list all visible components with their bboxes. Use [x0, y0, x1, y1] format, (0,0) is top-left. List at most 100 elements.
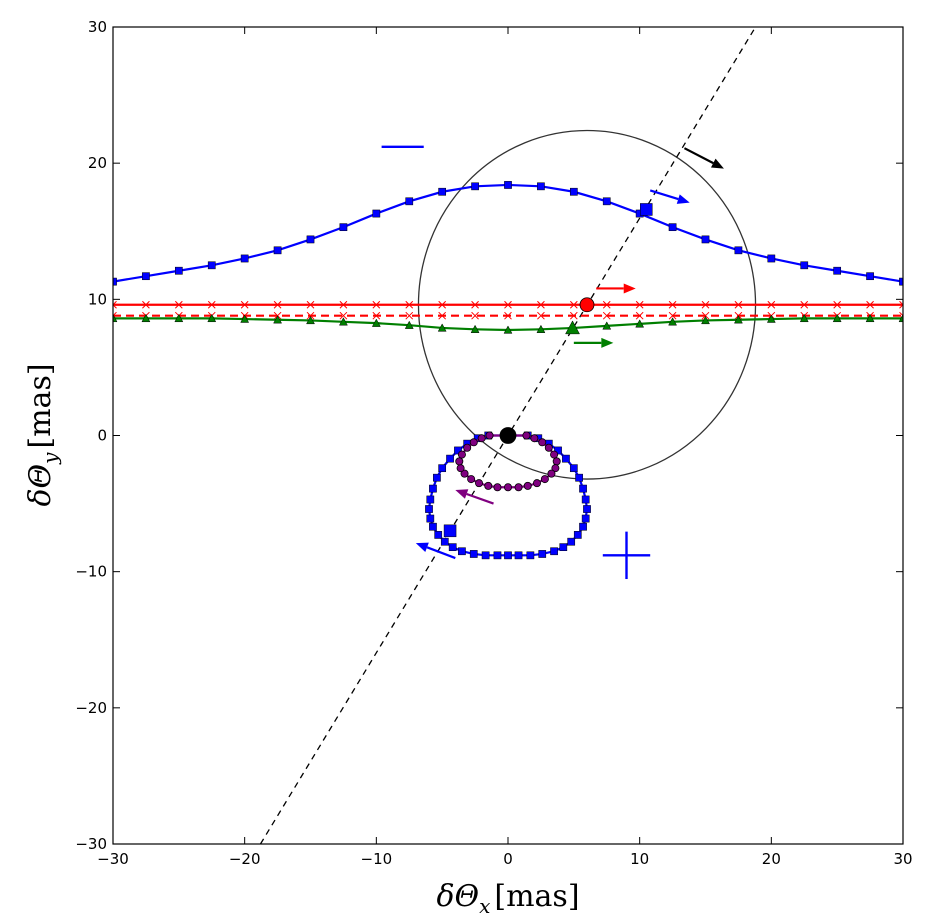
x-tick-label-0: −30	[97, 850, 129, 868]
y-axis-label-sub: y	[38, 452, 62, 465]
point-red_solid-22-stroke-b	[833, 300, 842, 309]
point-purple-19	[455, 457, 464, 466]
y-tick-label-3: 0	[97, 427, 107, 445]
point-blue_upper-3	[207, 261, 216, 270]
arrow-blue-lower-shaft	[426, 546, 456, 560]
point-red_dashed-8	[372, 311, 381, 320]
point-red_solid-22	[833, 300, 842, 309]
point-blue_lower-17	[526, 551, 535, 560]
point-red_dashed-13-stroke-b	[537, 311, 545, 320]
special-point-image-green	[565, 320, 580, 335]
point-red_solid-7	[339, 300, 348, 309]
point-red_solid-6-stroke-b	[306, 300, 315, 309]
point-green-22	[832, 313, 842, 323]
point-green-19	[733, 315, 743, 324]
point-purple-24	[485, 431, 494, 440]
arrow-blue-lower	[415, 542, 456, 560]
point-red_solid-10-stroke-b	[438, 300, 447, 309]
arrow-blue-upper-head	[676, 194, 690, 204]
point-blue_upper-13	[537, 182, 545, 191]
point-green-20	[766, 314, 776, 323]
point-green-8	[371, 318, 381, 327]
arrow-black-head	[710, 158, 724, 169]
arrow-green-head	[601, 337, 614, 348]
arrow-blue-lower-head	[415, 542, 429, 553]
point-red_solid-0-stroke-a	[113, 304, 117, 309]
x-axis-label: δΘx [mas]	[436, 879, 579, 918]
point-red_solid-12-stroke-b	[504, 300, 512, 309]
point-green-10	[437, 323, 447, 332]
point-blue_upper-23	[866, 272, 874, 281]
point-red_solid-9	[405, 300, 414, 309]
point-red_solid-7-stroke-b	[339, 300, 348, 309]
point-blue_lower-18	[514, 551, 523, 560]
point-red_solid-3	[207, 300, 216, 309]
point-blue_lower-24	[448, 543, 457, 552]
point-red_solid-21-stroke-b	[800, 300, 809, 309]
point-green-18	[701, 315, 710, 325]
point-blue_upper-5	[273, 246, 282, 255]
point-green-16	[635, 319, 645, 328]
point-blue_upper-10	[438, 187, 447, 196]
point-red_solid-12	[504, 300, 512, 309]
point-blue_upper-24	[899, 277, 903, 286]
point-red_dashed-8-stroke-b	[372, 311, 381, 320]
point-blue_lower-10	[581, 514, 590, 523]
point-blue_lower-13	[567, 537, 576, 546]
point-green-23	[865, 313, 875, 323]
point-blue_lower-33	[438, 464, 447, 473]
point-purple-1	[530, 434, 539, 443]
x-tick-label-2: −10	[361, 850, 393, 868]
point-purple-18	[456, 464, 465, 473]
point-red_solid-19-stroke-b	[734, 300, 743, 309]
point-red_dashed-17-stroke-b	[668, 311, 677, 320]
point-purple-5	[552, 457, 561, 466]
point-purple-21	[463, 443, 472, 452]
point-blue_lower-9	[583, 505, 591, 513]
point-red_dashed-17	[668, 311, 677, 320]
arrow-blue-upper	[649, 189, 690, 204]
point-green-6	[306, 315, 315, 325]
series-line-blue_lower	[427, 434, 589, 557]
x-axis-label-sub: x	[479, 894, 490, 918]
tick-layer: −30 −20 −10 0 10 20 30 −30 −20 −10 0 10 20 30	[75, 18, 912, 868]
point-red_dashed-11-stroke-b	[471, 311, 479, 320]
point-blue_upper-14	[569, 187, 578, 196]
point-red_solid-4	[240, 300, 249, 309]
point-red_solid-10	[438, 300, 447, 309]
point-red_solid-2	[174, 300, 183, 309]
point-red_dashed-6-stroke-b	[306, 311, 315, 320]
arrow-green	[573, 337, 614, 348]
point-blue_lower-28	[426, 514, 435, 523]
point-red_dashed-9-stroke-b	[405, 311, 414, 320]
point-green-9	[404, 320, 414, 329]
point-red_dashed-16-stroke-b	[635, 311, 644, 320]
special-point-image-plus	[640, 203, 653, 216]
point-green-2	[174, 313, 184, 323]
point-blue_upper-19	[734, 246, 743, 255]
point-purple-20	[457, 450, 466, 459]
point-blue_lower-26	[434, 531, 443, 539]
point-red_dashed-12-stroke-b	[504, 311, 512, 320]
point-red_solid-24-stroke-a	[899, 300, 903, 306]
data-layer	[113, 27, 903, 844]
point-red_solid-9-stroke-b	[405, 300, 414, 309]
x-tick-label-4: 10	[630, 850, 649, 868]
point-blue_upper-12	[504, 181, 512, 189]
point-blue_lower-27	[429, 522, 437, 531]
point-red_solid-18	[701, 300, 710, 309]
point-green-1	[141, 313, 151, 323]
arrow-purple-shaft	[466, 492, 494, 505]
point-red_solid-3-stroke-b	[207, 300, 216, 309]
point-red_dashed-9	[405, 311, 414, 320]
point-blue_upper-18	[701, 235, 710, 244]
point-red_solid-2-stroke-b	[174, 300, 183, 309]
point-purple-3	[544, 443, 553, 452]
point-blue_upper-15	[602, 197, 611, 206]
point-red_dashed-15-stroke-b	[602, 311, 611, 320]
point-red_solid-5-stroke-b	[273, 300, 282, 309]
point-red_solid-11-stroke-b	[471, 300, 479, 309]
point-red_solid-23-stroke-b	[866, 300, 874, 309]
point-blue_upper-9	[405, 197, 414, 206]
point-green-12	[503, 325, 513, 334]
